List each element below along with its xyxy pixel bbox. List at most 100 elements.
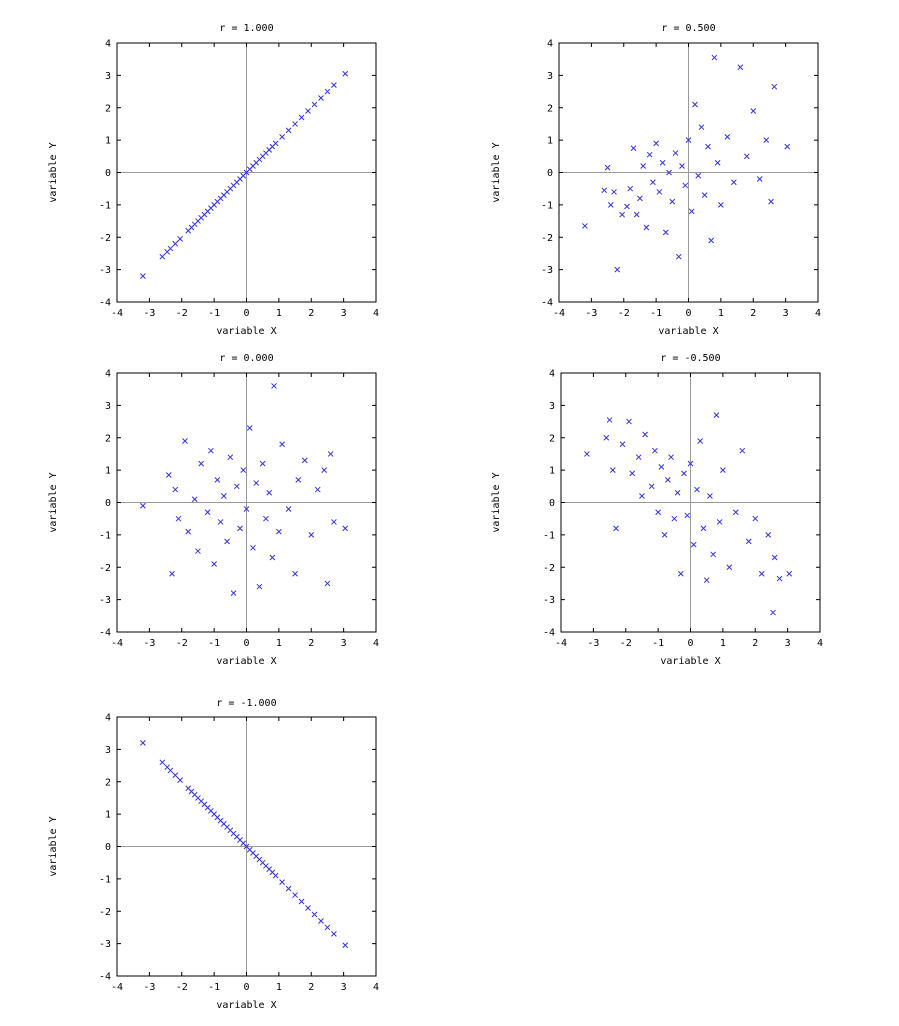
data-point <box>301 457 308 464</box>
y-tick-label: 3 <box>547 71 553 82</box>
x-tick-label: 1 <box>718 308 724 319</box>
data-point <box>642 431 649 438</box>
data-point <box>308 532 315 538</box>
data-point <box>140 273 146 279</box>
data-point <box>765 532 772 538</box>
y-tick-label: -4 <box>99 628 111 639</box>
data-point <box>661 532 668 538</box>
data-point <box>603 434 610 441</box>
data-point <box>285 506 292 512</box>
x-tick-label: -1 <box>208 308 220 319</box>
x-tick-label: -3 <box>143 308 155 319</box>
y-tick-label: -2 <box>99 233 111 244</box>
y-tick-label: 0 <box>549 498 555 509</box>
y-tick-label: 4 <box>105 713 111 724</box>
panel-title: r = 0.000 <box>219 353 273 364</box>
data-point <box>342 70 349 77</box>
data-point <box>165 472 172 478</box>
data-point <box>250 544 256 551</box>
data-point <box>726 564 733 571</box>
data-point <box>609 467 616 473</box>
data-point <box>776 575 783 582</box>
data-point <box>208 447 214 454</box>
data-point <box>675 253 682 260</box>
y-tick-label: 0 <box>547 168 553 179</box>
data-point <box>327 451 334 457</box>
y-tick-label: -4 <box>99 298 111 309</box>
data-point <box>694 486 700 493</box>
x-tick-label: -3 <box>585 308 597 319</box>
data-point <box>743 153 750 160</box>
data-point <box>786 570 793 577</box>
panel-r-0.5: r = 0.500 variable X variable Y -4 -3 -2 -1… <box>491 23 821 337</box>
y-tick-label: -3 <box>541 265 553 276</box>
x-tick-label: -2 <box>176 308 188 319</box>
data-point <box>711 54 718 61</box>
data-point <box>237 525 243 532</box>
data-point <box>331 931 337 937</box>
y-tick-label: 1 <box>547 136 553 147</box>
data-point <box>331 519 337 525</box>
data-point <box>253 480 260 486</box>
data-point <box>279 134 285 140</box>
x-tick-label: 0 <box>685 308 691 319</box>
data-point <box>687 460 694 467</box>
data-point <box>324 88 331 95</box>
data-point <box>639 493 645 499</box>
y-tick-label: 0 <box>105 168 111 179</box>
data-point <box>279 879 285 885</box>
data-point <box>672 150 679 156</box>
x-tick-label: 3 <box>341 638 347 649</box>
data-point <box>714 159 721 166</box>
data-point <box>666 169 672 176</box>
x-tick-label: -3 <box>143 638 155 649</box>
data-point <box>214 476 221 483</box>
data-point <box>624 203 630 210</box>
data-point <box>662 229 669 236</box>
y-tick-label: 3 <box>549 401 555 412</box>
data-point <box>700 525 707 532</box>
data-point <box>703 577 710 584</box>
y-tick-label: -3 <box>99 595 111 606</box>
data-point <box>256 583 263 590</box>
x-tick-label: 1 <box>276 308 282 319</box>
data-point <box>243 506 250 512</box>
data-point <box>745 538 752 545</box>
y-tick-label: -1 <box>541 200 553 211</box>
data-point <box>324 580 331 587</box>
y-tick-label: 4 <box>105 369 111 380</box>
data-point <box>198 460 205 467</box>
x-tick-label: 1 <box>276 982 282 993</box>
data-point <box>695 172 702 179</box>
panel-title: r = 0.500 <box>661 23 715 34</box>
y-tick-label: 3 <box>105 745 111 756</box>
y-tick-label: -1 <box>99 200 111 211</box>
y-tick-label: 1 <box>549 466 555 477</box>
x-tick-label: 1 <box>720 638 726 649</box>
y-tick-label: 2 <box>547 103 553 114</box>
y-tick-label: -2 <box>99 563 111 574</box>
x-tick-label: 3 <box>785 638 791 649</box>
y-axis-label: variable Y <box>48 472 59 532</box>
data-point <box>752 515 759 522</box>
data-point <box>167 767 174 774</box>
x-tick-label: 4 <box>373 638 379 649</box>
x-tick-label: -3 <box>587 638 599 649</box>
y-tick-label: 1 <box>105 466 111 477</box>
y-tick-label: -3 <box>543 595 555 606</box>
y-tick-label: 2 <box>105 433 111 444</box>
data-point <box>240 467 247 473</box>
panel-r-0: r = 0.000 variable X variable Y -4 -3 -2 -1… <box>48 353 379 667</box>
data-point <box>172 240 179 247</box>
data-point <box>716 519 723 525</box>
data-point <box>177 236 183 242</box>
data-point <box>159 759 166 766</box>
data-point <box>324 924 331 931</box>
x-axis-label: variable X <box>216 656 276 667</box>
data-point <box>285 127 292 134</box>
data-point <box>627 185 634 192</box>
data-point <box>175 515 182 522</box>
data-point <box>688 208 695 215</box>
data-point <box>285 885 292 892</box>
